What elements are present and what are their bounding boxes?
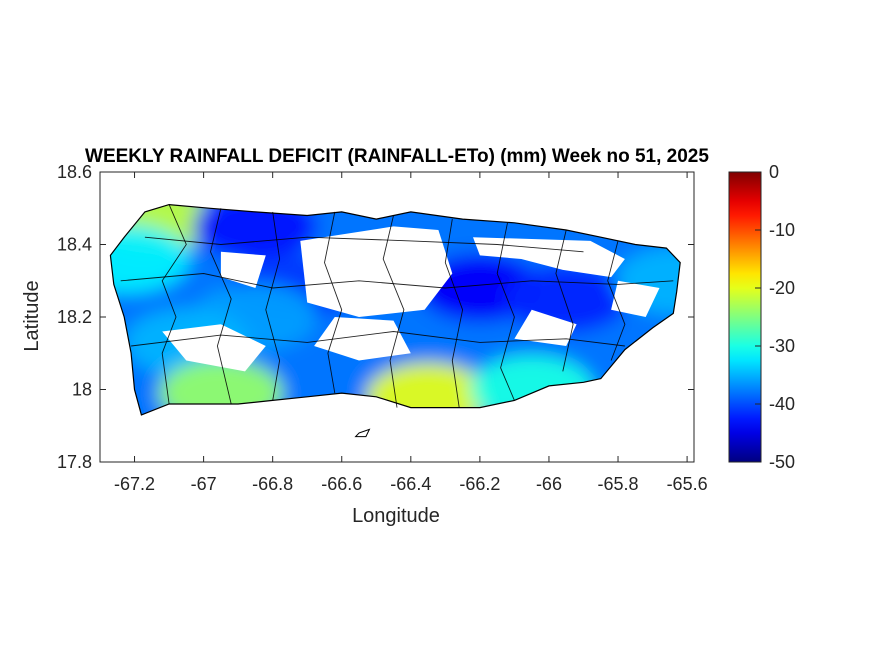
- x-tick-label: -67: [191, 474, 217, 494]
- no-data-area: [314, 317, 411, 361]
- x-tick-label: -67.2: [114, 474, 155, 494]
- heat-region: [110, 225, 190, 293]
- colorbar-tick-label: 0: [769, 162, 779, 182]
- municipality-line: [161, 204, 187, 405]
- y-tick-label: 18.4: [57, 235, 92, 255]
- y-axis-label: Latitude: [21, 280, 43, 351]
- no-data-area: [220, 251, 266, 288]
- x-axis-label: Longitude: [352, 505, 440, 527]
- x-tick-label: -65.6: [667, 474, 708, 494]
- municipality-line: [131, 331, 625, 347]
- y-tick-label: 18: [72, 380, 92, 400]
- municipality-line: [607, 240, 626, 361]
- municipality-line: [120, 273, 674, 289]
- colorbar-tick-label: -40: [769, 394, 795, 414]
- y-tick-label: 18.2: [57, 307, 92, 327]
- chart-title: WEEKLY RAINFALL DEFICIT (RAINFALL-ETo) (…: [85, 146, 709, 167]
- no-data-area: [300, 226, 453, 317]
- y-tick-label: 17.8: [57, 452, 92, 472]
- colorbar-ticks: 0 -10 -20 -30 -40 -50: [755, 162, 795, 472]
- deficit-map: [109, 203, 681, 438]
- colorbar: [728, 171, 762, 463]
- coastline: [109, 203, 681, 416]
- municipality-line: [382, 215, 405, 408]
- no-data-area: [611, 280, 660, 317]
- municipality-line: [144, 236, 584, 253]
- x-axis: -67.2 -67 -66.8 -66.6 -66.4 -66.2 -66 -65.8 -65.…: [114, 172, 708, 494]
- y-axis: 17.8 18 18.2 18.4 18.6: [57, 162, 694, 472]
- municipality-boundaries: [120, 204, 674, 408]
- no-data-area: [473, 237, 625, 278]
- x-tick-label: -66.2: [459, 474, 500, 494]
- municipality-line: [210, 208, 232, 405]
- municipality-line: [265, 211, 281, 401]
- x-tick-label: -66: [536, 474, 562, 494]
- municipality-line: [444, 219, 464, 408]
- colorbar-tick-label: -10: [769, 220, 795, 240]
- municipality-line: [496, 222, 515, 401]
- x-tick-label: -65.8: [598, 474, 639, 494]
- no-data-area: [514, 309, 577, 346]
- municipality-line: [555, 229, 574, 372]
- x-tick-label: -66.8: [252, 474, 293, 494]
- municipality-line: [324, 211, 343, 394]
- islet: [354, 428, 371, 438]
- y-tick-label: 18.6: [57, 162, 92, 182]
- no-data-area: [162, 324, 266, 372]
- colorbar-tick-label: -50: [769, 452, 795, 472]
- colorbar-tick-label: -30: [769, 336, 795, 356]
- x-tick-label: -66.6: [321, 474, 362, 494]
- colorbar-tick-label: -20: [769, 278, 795, 298]
- x-tick-label: -66.4: [390, 474, 431, 494]
